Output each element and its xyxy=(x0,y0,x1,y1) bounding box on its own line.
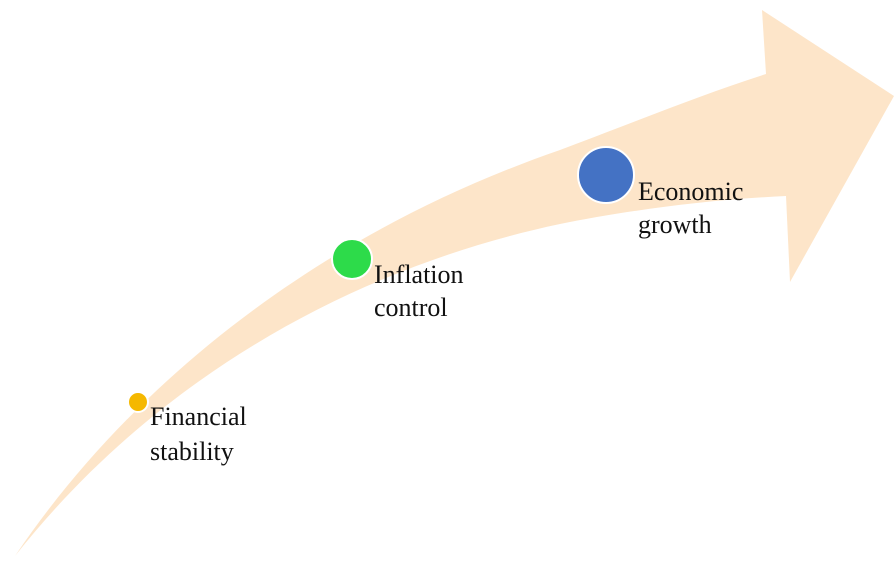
node-dot xyxy=(331,238,373,280)
node-label: growth xyxy=(638,210,712,239)
node-label: control xyxy=(374,293,448,322)
node-label: Inflation xyxy=(374,260,464,289)
node-label: Financial xyxy=(150,402,247,431)
node-label: stability xyxy=(150,437,234,466)
node-dot xyxy=(577,146,635,204)
node-dot xyxy=(127,391,149,413)
curved-arrow xyxy=(15,10,894,556)
node-label: Economic xyxy=(638,177,743,206)
